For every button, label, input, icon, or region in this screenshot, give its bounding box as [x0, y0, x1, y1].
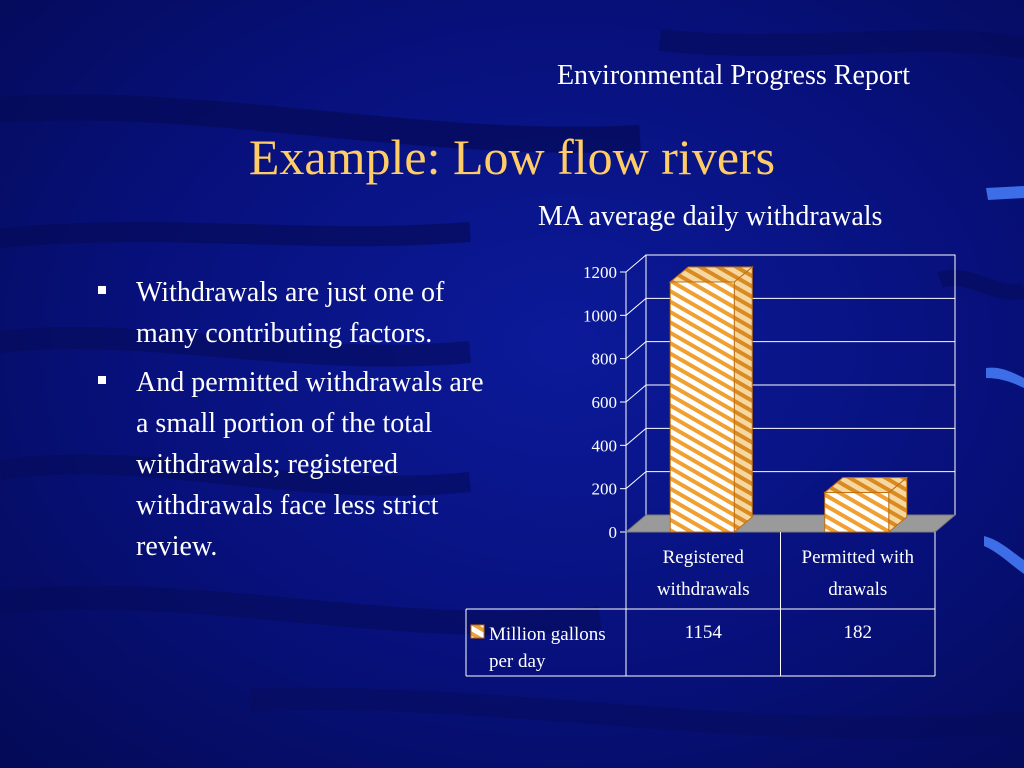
- bar-side: [733, 265, 753, 534]
- bar: [824, 492, 890, 533]
- bullet-item: And permitted withdrawals are a small po…: [96, 362, 486, 567]
- y-tick-label: 0: [609, 523, 618, 542]
- gridline-diagonal: [625, 384, 647, 403]
- data-value-label: 182: [844, 622, 873, 643]
- y-tick-label: 600: [592, 393, 618, 412]
- gridline-diagonal: [625, 427, 647, 446]
- gridline-diagonal: [625, 297, 647, 316]
- gridline-diagonal: [625, 471, 647, 490]
- report-header: Environmental Progress Report: [556, 60, 910, 91]
- y-tick-label: 1200: [583, 263, 617, 282]
- x-category-label: Registered: [663, 547, 745, 568]
- legend-series-name: per day: [489, 651, 546, 672]
- y-tick-label: 1000: [583, 306, 617, 325]
- slide-title: Example: Low flow rivers: [248, 129, 776, 185]
- x-category-label: withdrawals: [657, 579, 750, 600]
- bullet-text: Withdrawals are just one of many contrib…: [136, 277, 445, 349]
- chart-title: MA average daily withdrawals: [538, 201, 883, 232]
- x-category-label: Permitted with: [802, 547, 915, 568]
- bar: [669, 281, 735, 533]
- y-tick-label: 800: [592, 350, 618, 369]
- y-tick-label: 400: [592, 436, 618, 455]
- data-value-label: 1154: [685, 622, 723, 643]
- bullet-text: And permitted withdrawals are a small po…: [136, 367, 484, 562]
- y-tick-label: 200: [592, 480, 618, 499]
- gridline-diagonal: [625, 254, 647, 273]
- legend-series-name: Million gallons: [489, 624, 606, 645]
- bullet-list: Withdrawals are just one of many contrib…: [96, 272, 486, 575]
- bullet-square-icon: [98, 286, 106, 294]
- gridline-diagonal: [625, 341, 647, 360]
- bullet-square-icon: [98, 376, 106, 384]
- bullet-item: Withdrawals are just one of many contrib…: [96, 272, 486, 354]
- x-category-label: drawals: [828, 579, 887, 600]
- legend-swatch: [470, 624, 485, 639]
